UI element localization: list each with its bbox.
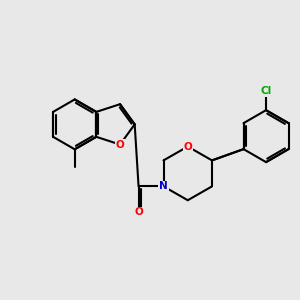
Text: O: O [183,142,192,152]
Text: N: N [159,182,168,191]
Text: O: O [116,140,124,149]
Text: Cl: Cl [260,86,272,96]
Text: O: O [134,207,143,218]
